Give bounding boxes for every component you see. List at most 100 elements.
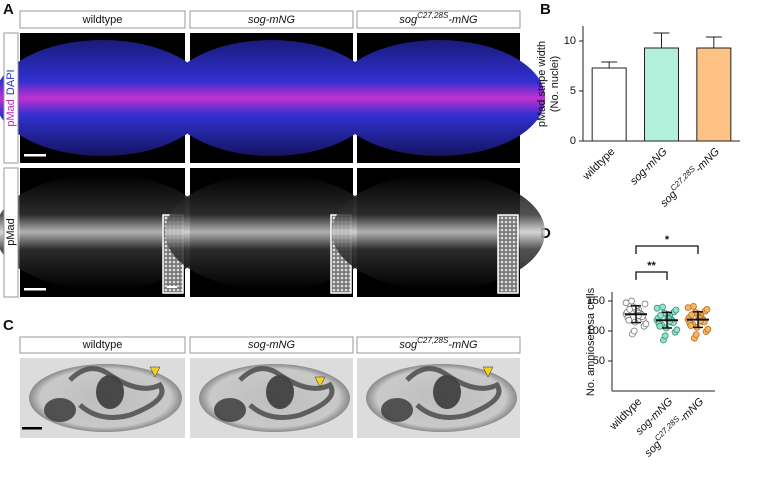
data-point [704, 325, 712, 333]
arrowhead [482, 366, 494, 378]
data-point [630, 327, 638, 335]
row-label: pMad [5, 218, 17, 246]
row-label-box [3, 32, 19, 164]
header-box [189, 336, 354, 354]
y-tick-label: 5 [570, 85, 576, 97]
significance-bracket [635, 245, 699, 254]
scale-bar [22, 427, 42, 430]
figure-content: A BCDwildtypewildtypesog-mNGsog-mNGsogC27… [0, 1, 740, 459]
y-label-line: (No. nuclei) [549, 56, 561, 112]
yolk [266, 375, 294, 409]
genotype-label: wildtype [82, 339, 123, 351]
scale-bar [24, 288, 46, 291]
bar [696, 47, 732, 142]
genotype-name: wildtype [580, 146, 617, 183]
genotype-superscript: C27,28S [417, 11, 449, 20]
gut [405, 366, 502, 420]
embryo [332, 174, 545, 290]
genotype-suffix: -mNG [448, 339, 478, 351]
significance-label: ** [647, 260, 656, 272]
genotype-name: sog [399, 14, 418, 26]
data-point [622, 299, 630, 307]
genotype-name: wildtype [82, 339, 123, 351]
data-point [642, 320, 650, 328]
scale-bar [167, 286, 177, 288]
y-tick-label: 50 [593, 355, 605, 367]
data-point [690, 302, 697, 310]
embryo [165, 174, 378, 290]
stain-pmad: pMad [5, 99, 17, 127]
scale-bar [24, 154, 46, 157]
panel-label: D [540, 225, 551, 242]
genotype-suffix: -mNG [677, 395, 707, 425]
panel-label: A [3, 1, 14, 18]
arrowhead [314, 376, 326, 388]
data-point [659, 303, 666, 311]
genotype-name: sog-mNG [248, 339, 296, 351]
data-point [661, 332, 669, 340]
genotype-name: sog-mNG [628, 145, 670, 187]
genotype-label: wildtype [580, 146, 617, 183]
header-box [19, 336, 186, 354]
data-point [687, 322, 695, 330]
data-point [626, 305, 634, 313]
header-box [189, 10, 354, 29]
arrowhead [149, 366, 161, 378]
data-point [657, 311, 665, 319]
genotype-label: wildtype [82, 14, 123, 26]
gut [238, 366, 335, 420]
genotype-name: wildtype [82, 14, 123, 26]
panel-label: B [540, 1, 551, 18]
genotype-label: sogC27,28S-mNG [399, 11, 478, 26]
data-point [641, 300, 649, 308]
data-point [672, 306, 680, 314]
y-tick-label: 0 [570, 135, 576, 147]
genotype-superscript: C27,28S [417, 336, 449, 345]
data-point [625, 316, 633, 324]
genotype-name: sog [399, 339, 418, 351]
y-axis-label: No. amnioserosa cells [585, 287, 597, 396]
genotype-suffix: -mNG [693, 145, 723, 175]
embryo [165, 40, 378, 156]
bar [591, 67, 627, 142]
data-point [656, 322, 664, 330]
data-point [653, 304, 661, 312]
data-point [703, 305, 711, 313]
genotype-label: sogC27,28S-mNG [399, 336, 478, 351]
genotype-label: sog-mNG [248, 339, 296, 351]
embryo [332, 40, 545, 156]
significance-label: * [665, 234, 670, 246]
y-tick-label: 100 [587, 325, 605, 337]
row-label: pMad DAPI [5, 69, 17, 126]
yolk [214, 398, 246, 422]
bar [644, 47, 679, 142]
header-box [356, 10, 521, 29]
inset [497, 214, 519, 294]
y-tick-label: 150 [587, 295, 605, 307]
data-point [688, 311, 696, 319]
yolk [433, 375, 461, 409]
embryo [0, 174, 210, 290]
header-box [356, 336, 521, 354]
stain-dapi: DAPI [5, 69, 17, 95]
significance-bracket [635, 271, 668, 280]
data-point [684, 304, 692, 312]
gut [68, 366, 165, 420]
data-point [692, 331, 700, 339]
row-label-box [3, 167, 19, 298]
yolk [96, 375, 124, 409]
embryo [0, 40, 210, 156]
genotype-label: sog-mNG [628, 145, 670, 187]
genotype-name: sog-mNG [248, 14, 296, 26]
genotype-label: sog-mNG [248, 14, 296, 26]
header-box [19, 10, 186, 29]
yolk [44, 398, 76, 422]
genotype-suffix: -mNG [448, 14, 478, 26]
y-axis-label: pMad stripe width(No. nuclei) [536, 41, 561, 127]
y-label-line: pMad stripe width [536, 41, 548, 127]
data-point [673, 326, 681, 334]
panel-label: C [3, 317, 14, 334]
yolk [381, 398, 413, 422]
y-tick-label: 10 [564, 35, 576, 47]
